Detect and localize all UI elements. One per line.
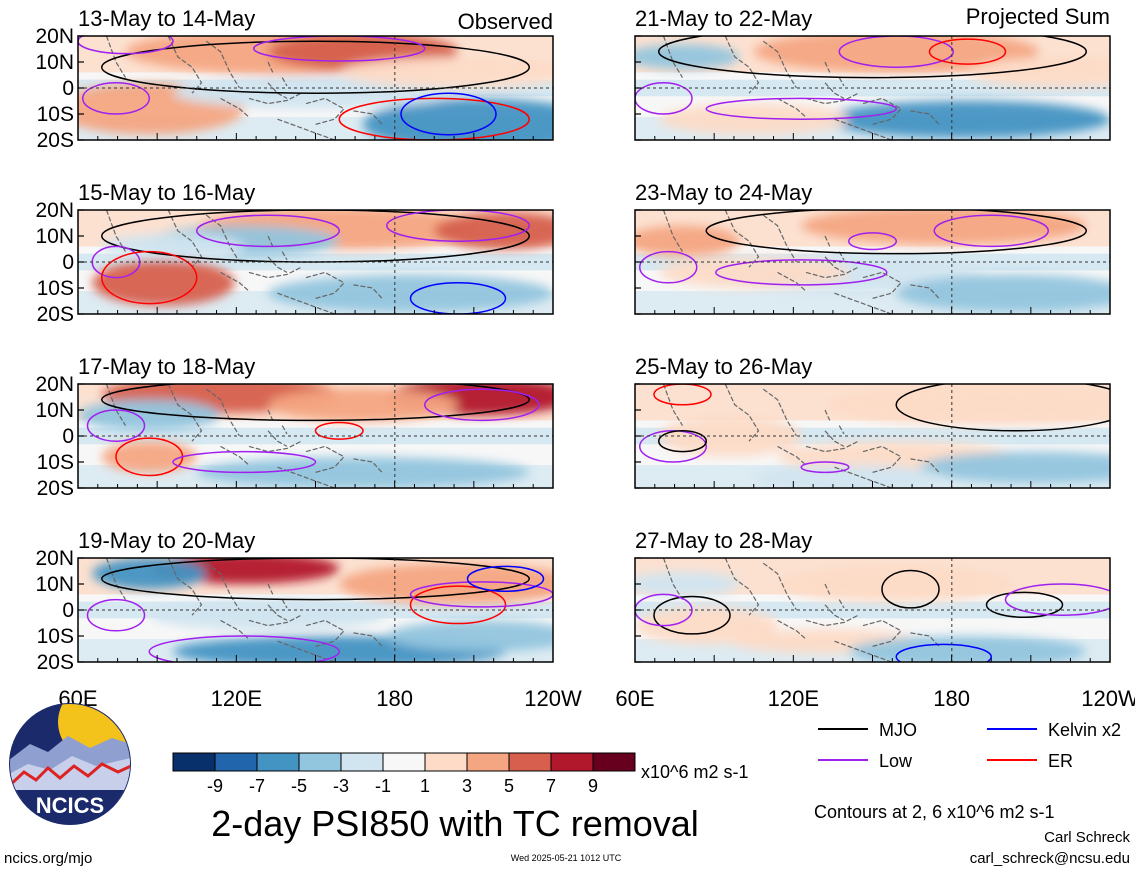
y-tick-label: 10S	[37, 451, 74, 474]
panel-title: 23-May to 24-May	[635, 180, 812, 205]
legend-label: Low	[879, 751, 913, 771]
colorbar-label: 3	[462, 776, 472, 796]
colorbar-swatch	[550, 752, 594, 772]
author-email: carl_schreck@ncsu.edu	[970, 850, 1130, 867]
map-panel: 27-May to 28-May	[634, 528, 1111, 663]
logo-text: NCICS	[36, 793, 104, 818]
y-tick-label: 10S	[37, 103, 74, 126]
legend-label: ER	[1048, 751, 1073, 771]
colorbar-label: -9	[207, 776, 223, 796]
y-tick-label: 10N	[35, 399, 74, 422]
colorbar-swatch	[256, 752, 300, 772]
map-panel: 25-May to 26-May	[634, 354, 1111, 489]
colorbar-label: -3	[333, 776, 349, 796]
y-tick-label: 20S	[37, 303, 74, 326]
y-tick-label: 10N	[35, 51, 74, 74]
colorbar-swatch	[508, 752, 552, 772]
wave-contours	[86, 384, 540, 477]
x-tick-label: 120W	[1081, 686, 1135, 711]
projected-sum-label: Projected Sum	[966, 4, 1110, 29]
y-tick-label: 10S	[37, 277, 74, 300]
coastlines	[662, 384, 940, 488]
y-tick-label: 0	[62, 251, 74, 274]
map-panel: 21-May to 22-May	[634, 6, 1111, 141]
legend-label: MJO	[879, 720, 917, 740]
colorbar-swatch	[466, 752, 510, 772]
author-name: Carl Schreck	[1044, 829, 1130, 846]
x-tick-label: 60E	[615, 686, 654, 711]
wave-contours	[639, 384, 1110, 474]
x-tick-label: 120E	[768, 686, 819, 711]
colorbar-label: 9	[588, 776, 598, 796]
legend-label: Kelvin x2	[1048, 720, 1121, 740]
contours-note: Contours at 2, 6 x10^6 m2 s-1	[814, 802, 1055, 822]
colorbar-units: x10^6 m2 s-1	[641, 762, 749, 782]
y-tick-label: 20N	[35, 25, 74, 48]
y-tick-label: 20N	[35, 373, 74, 396]
colorbar: -9 -7 -5 -3 -1 1 3 5 7 9	[172, 752, 636, 796]
panel-title: 17-May to 18-May	[78, 354, 255, 379]
ncics-logo: NCICS	[9, 703, 131, 825]
colorbar-label: 7	[546, 776, 556, 796]
y-tick-label: 20S	[37, 651, 74, 674]
psi-field	[658, 384, 1110, 488]
y-tick-label: 20S	[37, 129, 74, 152]
coastlines	[662, 558, 940, 662]
main-title: 2-day PSI850 with TC removal	[211, 803, 699, 844]
observed-label: Observed	[458, 9, 553, 34]
timestamp: Wed 2025-05-21 1012 UTC	[511, 853, 622, 863]
colorbar-label: 5	[504, 776, 514, 796]
wave-contours	[78, 36, 530, 140]
x-tick-label: 120W	[524, 686, 582, 711]
y-tick-label: 20N	[35, 199, 74, 222]
panel-title: 25-May to 26-May	[635, 354, 812, 379]
wave-contours	[639, 210, 1087, 286]
panel-title: 27-May to 28-May	[635, 528, 812, 553]
panel-title: 15-May to 16-May	[78, 180, 255, 205]
y-tick-label: 10S	[37, 625, 74, 648]
colorbar-label: -7	[249, 776, 265, 796]
colorbar-swatch	[382, 752, 426, 772]
colorbar-swatch	[298, 752, 342, 772]
legend: MJO Kelvin x2 Low ER	[818, 720, 1121, 771]
colorbar-swatch	[214, 752, 258, 772]
x-tick-label: 180	[376, 686, 413, 711]
x-tick-label: 180	[933, 686, 970, 711]
panel-title: 19-May to 20-May	[78, 528, 255, 553]
colorbar-label: 1	[420, 776, 430, 796]
wave-contours	[86, 558, 553, 662]
y-tick-label: 20N	[35, 547, 74, 570]
colorbar-label: -1	[375, 776, 391, 796]
colorbar-label: -5	[291, 776, 307, 796]
map-panel: 23-May to 24-May	[634, 180, 1111, 315]
y-tick-label: 0	[62, 77, 74, 100]
psi-field	[635, 210, 1110, 312]
colorbar-swatch	[592, 752, 636, 772]
wave-contours	[91, 210, 530, 314]
x-tick-label: 120E	[211, 686, 262, 711]
colorbar-swatch	[340, 752, 384, 772]
psi-field	[78, 384, 553, 488]
coastlines	[105, 36, 383, 140]
panel-title: 13-May to 14-May	[78, 6, 255, 31]
site-url: ncics.org/mjo	[4, 850, 92, 867]
psi-field	[635, 565, 1087, 662]
y-tick-label: 10N	[35, 573, 74, 596]
y-tick-label: 0	[62, 425, 74, 448]
colorbar-swatch	[172, 752, 216, 772]
colorbar-swatch	[424, 752, 468, 772]
panel-title: 21-May to 22-May	[635, 6, 812, 31]
wave-contours	[635, 36, 1087, 120]
y-tick-label: 0	[62, 599, 74, 622]
y-tick-label: 10N	[35, 225, 74, 248]
y-tick-label: 20S	[37, 477, 74, 500]
